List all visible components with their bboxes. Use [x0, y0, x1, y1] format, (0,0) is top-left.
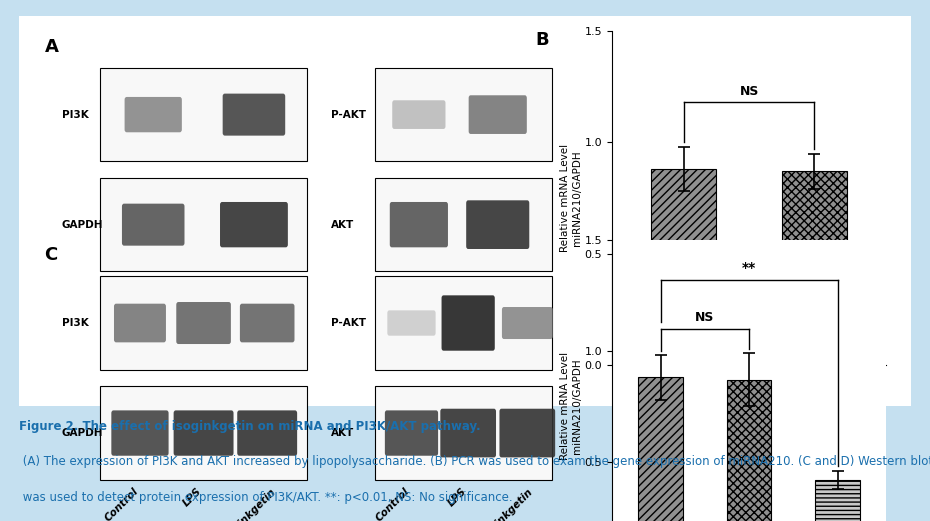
- Bar: [727, 380, 771, 521]
- Text: NS: NS: [696, 311, 714, 324]
- Bar: [100, 276, 307, 370]
- FancyBboxPatch shape: [222, 94, 286, 135]
- Text: LPS: LPS: [181, 487, 204, 509]
- FancyBboxPatch shape: [499, 408, 555, 457]
- Text: Control: Control: [381, 278, 418, 315]
- Bar: [375, 68, 551, 162]
- Text: PI3K: PI3K: [61, 109, 88, 120]
- Text: Control: Control: [102, 487, 140, 521]
- Text: LPS: LPS: [475, 278, 498, 301]
- Text: LPS: LPS: [232, 278, 254, 301]
- FancyBboxPatch shape: [466, 200, 529, 249]
- Text: Control: Control: [374, 487, 411, 521]
- FancyBboxPatch shape: [387, 311, 435, 336]
- Text: C: C: [45, 246, 58, 264]
- Text: P-AKT: P-AKT: [331, 318, 366, 328]
- FancyBboxPatch shape: [502, 307, 552, 339]
- Text: P-AKT: P-AKT: [331, 109, 366, 120]
- Text: (A) The expression of PI3K and AKT increased by lipopolysaccharide. (B) PCR was : (A) The expression of PI3K and AKT incre…: [19, 455, 930, 468]
- Text: AKT: AKT: [331, 428, 354, 438]
- Bar: [100, 387, 307, 480]
- Y-axis label: Relative mRNA Level
miRNA210/GAPDH: Relative mRNA Level miRNA210/GAPDH: [560, 144, 582, 252]
- Bar: [100, 178, 307, 271]
- Text: **: **: [742, 261, 756, 275]
- Text: NS: NS: [739, 85, 759, 98]
- Text: LPS: LPS: [445, 487, 468, 509]
- FancyBboxPatch shape: [122, 204, 184, 246]
- Bar: [375, 387, 551, 480]
- FancyBboxPatch shape: [392, 100, 445, 129]
- FancyBboxPatch shape: [125, 97, 182, 132]
- Y-axis label: Relative mRNA Level
miRNA210/GAPDH: Relative mRNA Level miRNA210/GAPDH: [560, 352, 582, 461]
- FancyBboxPatch shape: [177, 302, 231, 344]
- Bar: [375, 276, 551, 370]
- FancyBboxPatch shape: [440, 408, 496, 457]
- FancyBboxPatch shape: [469, 95, 526, 134]
- FancyBboxPatch shape: [385, 411, 438, 456]
- Text: Isoginkgetin: Isoginkgetin: [476, 487, 535, 521]
- FancyBboxPatch shape: [442, 295, 495, 351]
- FancyBboxPatch shape: [390, 202, 448, 247]
- Text: D: D: [535, 240, 551, 258]
- FancyBboxPatch shape: [237, 411, 298, 456]
- FancyBboxPatch shape: [220, 202, 288, 247]
- Bar: [100, 68, 307, 162]
- FancyBboxPatch shape: [112, 411, 168, 456]
- Text: A: A: [45, 38, 59, 56]
- Bar: [375, 178, 551, 271]
- Text: Control: Control: [116, 278, 153, 315]
- Text: AKT: AKT: [331, 220, 354, 230]
- Bar: [651, 169, 716, 365]
- FancyBboxPatch shape: [114, 304, 166, 342]
- Bar: [816, 480, 859, 521]
- FancyBboxPatch shape: [174, 411, 233, 456]
- Text: B: B: [535, 31, 549, 49]
- Text: GAPDH: GAPDH: [61, 220, 103, 230]
- Bar: [782, 171, 847, 365]
- Text: PI3K: PI3K: [61, 318, 88, 328]
- FancyBboxPatch shape: [240, 304, 295, 342]
- Text: Isoginkgetin: Isoginkgetin: [219, 487, 278, 521]
- Bar: [639, 378, 683, 521]
- Text: was used to detect protein expression of PI3K/AKT. **: p<0.01, NS: No significan: was used to detect protein expression of…: [19, 491, 512, 504]
- Text: GAPDH: GAPDH: [61, 428, 103, 438]
- Text: Figure 2. The effect of isoginkgetin on miRNA and PI3K/AKT pathway.: Figure 2. The effect of isoginkgetin on …: [19, 420, 480, 433]
